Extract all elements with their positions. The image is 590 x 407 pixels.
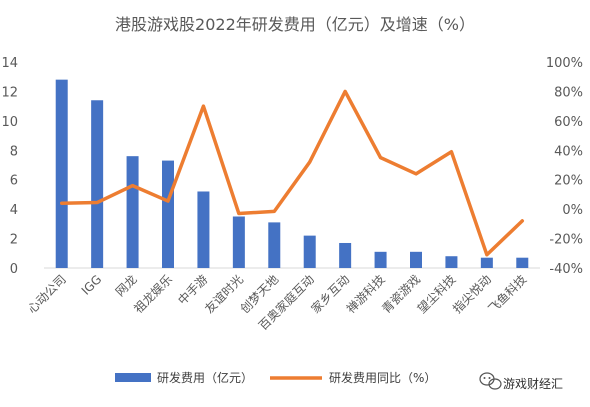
x-category-label: 心动公司 (25, 272, 69, 316)
bar (162, 160, 174, 268)
bar (339, 242, 352, 268)
x-category-label: 青瓷游戏 (379, 272, 423, 316)
x-category-label: 指尖悦动 (449, 272, 494, 317)
y-left-tick-label: 10 (1, 115, 18, 130)
bar (303, 235, 316, 268)
legend-line-label: 研发费用同比（%） (329, 370, 436, 385)
y-left-tick-label: 8 (10, 144, 18, 159)
y-right-tick-label: 80% (554, 85, 583, 100)
y-left-tick-label: 4 (10, 203, 18, 218)
y-left-tick-label: 0 (10, 262, 18, 277)
y-left-tick-label: 6 (10, 174, 18, 189)
watermark-text: 游戏财经汇 (503, 377, 563, 391)
x-category-label: 友谊时光 (201, 272, 246, 317)
bar (374, 251, 387, 268)
bar (445, 256, 458, 268)
y-left-tick-label: 14 (1, 56, 18, 71)
y-right-tick-label: -20% (549, 233, 583, 248)
x-category-label: 禅游科技 (344, 272, 388, 316)
watermark: 游戏财经汇 (479, 372, 563, 391)
x-category-label: IGG (79, 272, 105, 298)
bar (516, 257, 529, 268)
legend-bar-swatch (115, 373, 151, 382)
x-category-label: 网龙 (113, 272, 140, 299)
x-category-label: 飞鱼科技 (486, 272, 530, 316)
line-series (59, 89, 525, 257)
y-right-tick-label: 40% (554, 144, 583, 159)
x-category-label: 家乡互动 (308, 272, 353, 317)
bar (268, 222, 281, 268)
x-category-label: 望尘科技 (415, 272, 459, 316)
y-right-tick-label: 100% (546, 56, 583, 71)
y-axis-right: -40% -20% 0% 20% 40% 60% 80% 100% (546, 56, 583, 277)
wechat-icon (479, 372, 502, 390)
legend: 研发费用（亿元） 研发费用同比（%） (115, 370, 436, 385)
series-line (59, 89, 525, 257)
bar (126, 156, 139, 268)
y-right-tick-label: 20% (554, 174, 583, 189)
chart-title: 港股游戏股2022年研发费用（亿元）及增速（%） (115, 15, 475, 34)
y-right-tick-label: -40% (549, 262, 583, 277)
legend-bar-label: 研发费用（亿元） (157, 370, 253, 385)
bar (55, 79, 68, 269)
bar (91, 100, 104, 268)
y-left-tick-label: 12 (1, 85, 18, 100)
bar-series (55, 79, 529, 269)
bar (232, 216, 245, 268)
y-axis-left: 0 2 4 6 8 10 12 14 (1, 56, 18, 277)
bar (480, 257, 493, 268)
y-left-tick-label: 2 (10, 233, 18, 248)
bar (410, 251, 422, 268)
bar (197, 191, 210, 268)
y-right-tick-label: 0% (562, 203, 583, 218)
x-category-label: 祖龙娱乐 (131, 272, 176, 317)
y-right-tick-label: 60% (554, 115, 583, 130)
